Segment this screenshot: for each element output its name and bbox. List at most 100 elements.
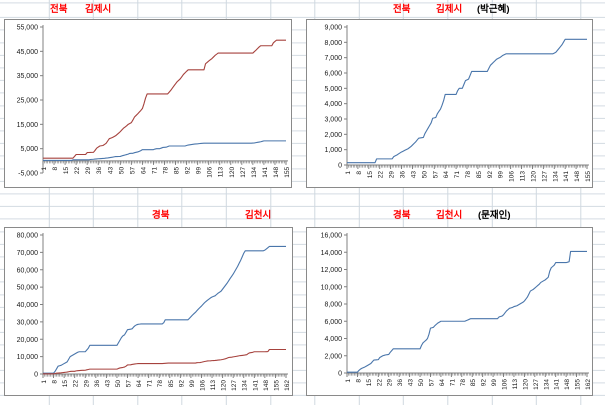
x-tick-label: 162 [284, 380, 291, 391]
x-tick-label: 127 [541, 171, 548, 182]
y-tick-label: 6,000 [324, 71, 342, 78]
x-tick-label: 71 [454, 171, 461, 179]
y-tick-label: 5,000 [324, 86, 342, 93]
y-tick-label: -5,000 [18, 171, 38, 178]
y-tick-label: 1,000 [324, 147, 342, 154]
x-tick-label: 85 [470, 379, 477, 387]
chart-gyeongbuk-gimcheon-moon[interactable]: 0 2,000 4,000 6,000 8,000 10,000 12,000 14,000 1… [306, 227, 593, 396]
y-tick-label: 2,000 [324, 353, 342, 360]
x-tick-label: 92 [481, 379, 488, 387]
x-tick-label: 120 [522, 379, 529, 390]
x-tick-label: 64 [136, 380, 143, 388]
line-chart-svg: -5,000 5,000 15,000 25,000 35,000 45,000 55,00… [17, 25, 291, 178]
chart0-region-label: 전북 [50, 4, 68, 15]
x-tick-label: 22 [73, 380, 80, 388]
y-tick-label: 5,000 [20, 146, 38, 153]
x-tick-label: 141 [252, 380, 259, 391]
x-tick-label: 78 [460, 379, 467, 387]
chart-gyeongbuk-gimcheon-combined[interactable]: 0 10,000 20,000 30,000 40,000 50,000 60,000 70,… [4, 227, 293, 396]
x-tick-label: 71 [449, 379, 456, 387]
x-tick-label: 36 [94, 380, 101, 388]
x-tick-label: 120 [229, 166, 236, 177]
x-tick-label: 43 [107, 166, 114, 174]
y-tick-label: 30,000 [17, 319, 39, 326]
x-tick-label: 148 [263, 380, 270, 391]
y-tick-label: 8,000 [324, 40, 342, 47]
x-tick-label: 141 [554, 379, 561, 390]
x-tick-label: 148 [273, 166, 280, 177]
y-tick-label: 7,000 [324, 55, 342, 62]
x-tick-label: 155 [284, 166, 291, 177]
x-tick-label: 8 [52, 166, 59, 170]
x-tick-label: 1 [345, 171, 352, 175]
x-tick-label: 120 [221, 380, 228, 391]
y-tick-label: 16,000 [321, 233, 343, 240]
chart-jeonbuk-gimje-combined[interactable]: -5,000 5,000 15,000 25,000 35,000 45,000 55,00… [4, 19, 292, 188]
series-line-blue-series[interactable] [43, 140, 286, 162]
x-tick-label: 92 [185, 166, 192, 174]
x-tick-label: 106 [207, 166, 214, 177]
x-tick-label: 57 [129, 166, 136, 174]
x-tick-label: 29 [387, 379, 394, 387]
x-tick-label: 57 [126, 380, 133, 388]
series-line-blue-series[interactable] [347, 250, 587, 373]
x-tick-label: 57 [432, 171, 439, 179]
x-tick-label: 15 [366, 379, 373, 387]
chart3-region-label: 경북 [393, 210, 411, 221]
x-tick-label: 36 [397, 379, 404, 387]
x-tick-label: 155 [575, 379, 582, 390]
y-tick-label: 14,000 [321, 250, 343, 257]
y-tick-label: 80,000 [17, 233, 39, 240]
y-tick-label: 9,000 [324, 25, 342, 32]
x-tick-label: 50 [418, 379, 425, 387]
chart3-candidate-label: (문재인) [478, 210, 511, 221]
x-tick-label: 8 [52, 380, 59, 384]
line-chart-svg: 0 2,000 4,000 6,000 8,000 10,000 12,000 14,000 1… [321, 233, 592, 390]
y-tick-label: 25,000 [17, 98, 39, 105]
y-tick-label: 0 [338, 163, 342, 170]
x-tick-label: 113 [210, 380, 217, 391]
x-tick-label: 85 [174, 166, 181, 174]
series-line-red-series[interactable] [43, 348, 286, 375]
x-tick-label: 29 [85, 166, 92, 174]
x-tick-label: 78 [465, 171, 472, 179]
x-tick-label: 127 [231, 380, 238, 391]
chart-jeonbuk-gimje-park[interactable]: 0 1,000 2,000 3,000 4,000 5,000 6,000 7,000 8,00… [306, 19, 593, 188]
x-tick-label: 92 [178, 380, 185, 388]
y-tick-label: 2,000 [324, 132, 342, 139]
x-tick-label: 22 [378, 171, 385, 179]
chart1-region-label: 전북 [393, 4, 411, 15]
x-tick-label: 134 [543, 379, 550, 390]
y-tick-label: 4,000 [324, 336, 342, 343]
x-tick-label: 36 [96, 166, 103, 174]
y-tick-label: 0 [338, 371, 342, 378]
chart3-city-label: 김천시 [436, 210, 463, 221]
x-tick-label: 78 [157, 380, 164, 388]
y-tick-label: 50,000 [17, 285, 39, 292]
y-tick-label: 40,000 [17, 302, 39, 309]
y-tick-label: 20,000 [17, 337, 39, 344]
x-tick-label: 64 [439, 379, 446, 387]
x-tick-label: 106 [502, 379, 509, 390]
y-tick-label: 0 [34, 372, 38, 379]
chart2-city-label: 김천시 [245, 210, 272, 221]
y-tick-label: 6,000 [324, 319, 342, 326]
y-tick-label: 70,000 [17, 250, 39, 257]
x-tick-label: 113 [520, 171, 527, 182]
x-tick-label: 162 [585, 379, 592, 390]
series-line-red-series[interactable] [43, 39, 286, 159]
x-tick-label: 99 [196, 166, 203, 174]
chart2-region-label: 경북 [152, 210, 170, 221]
y-tick-label: 45,000 [17, 49, 39, 56]
x-tick-label: 127 [240, 166, 247, 177]
y-tick-label: 3,000 [324, 117, 342, 124]
x-tick-label: 99 [189, 380, 196, 388]
series-line-blue-series[interactable] [347, 38, 587, 164]
x-tick-label: 1 [41, 380, 48, 384]
series-line-blue-series[interactable] [43, 245, 286, 374]
x-tick-label: 134 [251, 166, 258, 177]
y-tick-label: 35,000 [17, 73, 39, 80]
y-tick-label: 55,000 [17, 25, 39, 32]
y-tick-label: 60,000 [17, 267, 39, 274]
